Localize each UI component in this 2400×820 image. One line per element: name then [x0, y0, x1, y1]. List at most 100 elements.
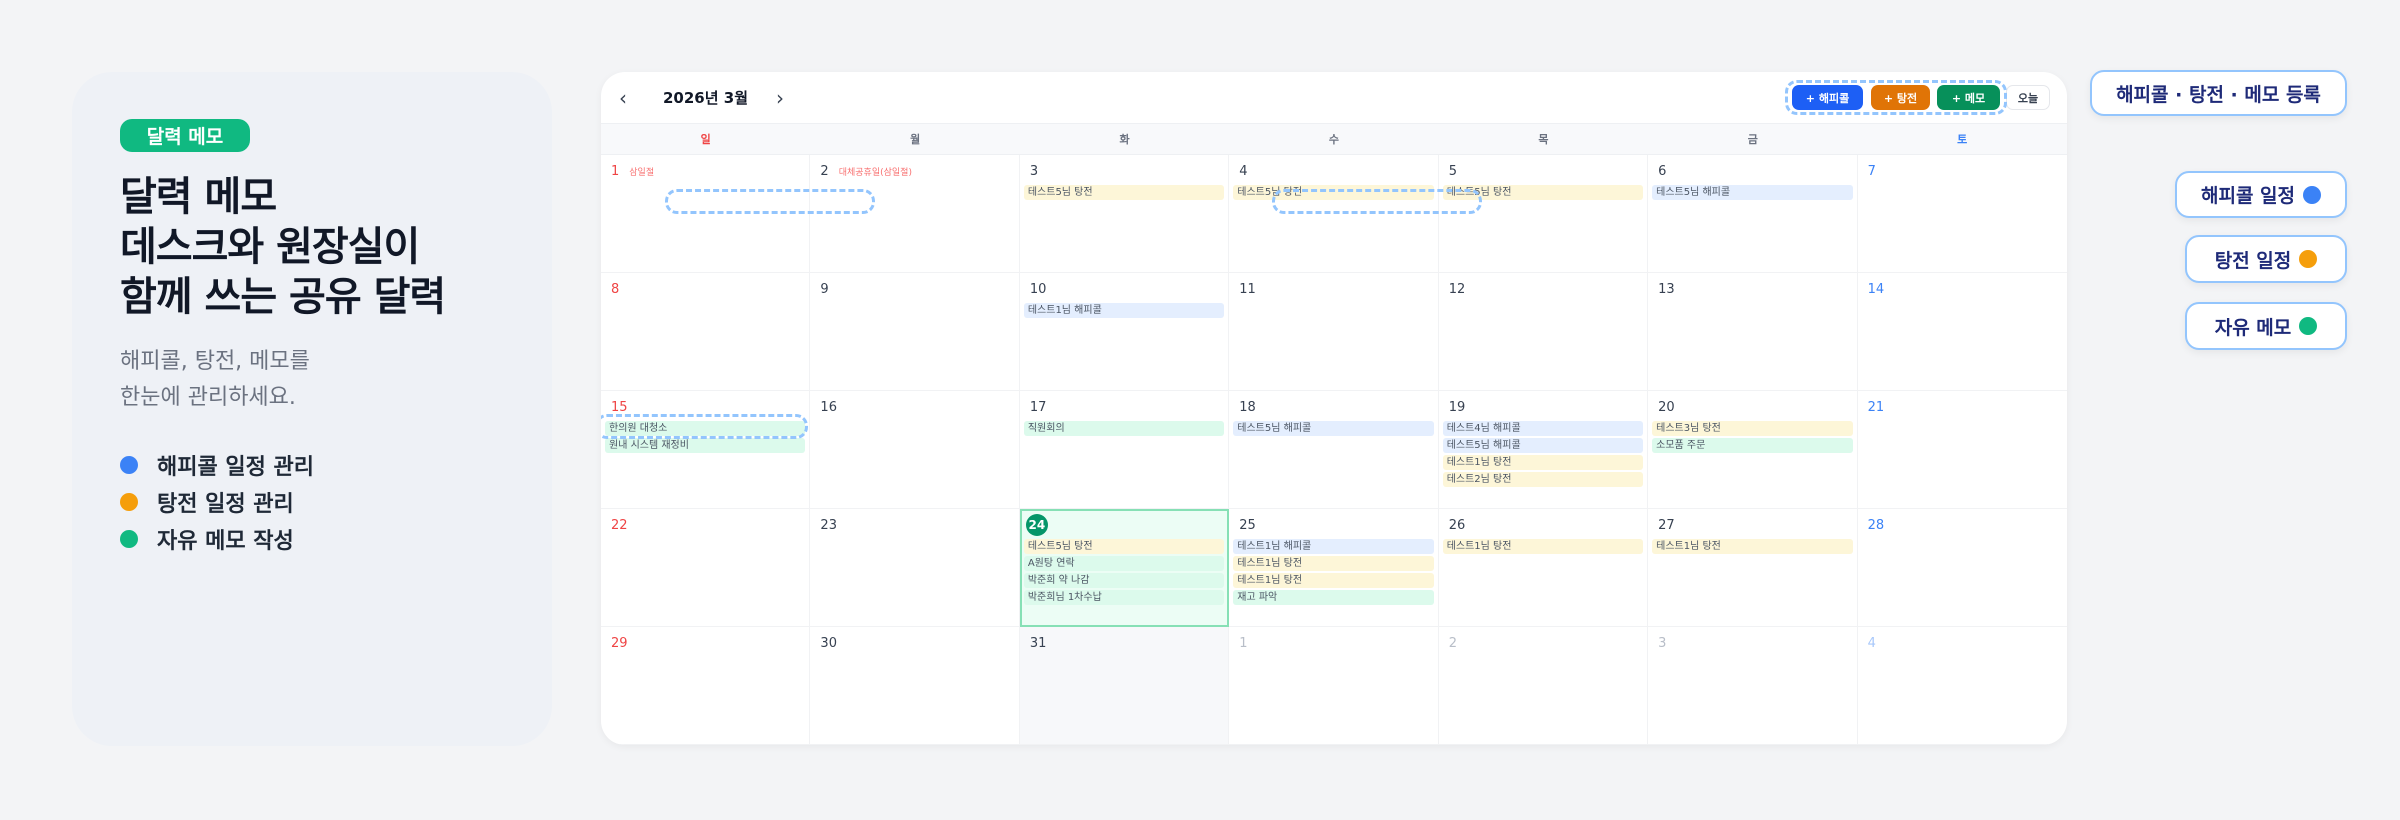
day-number: 23 — [820, 517, 837, 533]
day-cell[interactable]: 8 — [601, 273, 811, 391]
day-number-row: 25 — [1233, 515, 1433, 535]
feature-label: 탕전 일정 관리 — [157, 491, 294, 517]
day-cell[interactable]: 2 — [1438, 627, 1649, 745]
day-cell[interactable]: 1 삼일절 — [601, 155, 811, 273]
day-cell[interactable]: 12 — [1438, 273, 1649, 391]
day-number: 1 — [1239, 635, 1248, 651]
month-grid: 1 삼일절 2 대체공휴일(삼일절) 3 테스트5님 탕전 4 테스트5님 탕전 5 테스트5님 … — [601, 155, 2067, 745]
event-tangjeon[interactable]: 테스트1님 탕전 — [1652, 539, 1853, 554]
event-tangjeon[interactable]: 테스트1님 탕전 — [1442, 455, 1644, 470]
event-happycall[interactable]: 테스트5님 해피콜 — [1652, 185, 1853, 200]
day-number-row: 10 — [1024, 279, 1224, 299]
event-memo[interactable]: 박준희님 1차수납 — [1023, 590, 1225, 605]
day-cell[interactable]: 3 — [1648, 627, 1858, 745]
day-cell[interactable]: 23 — [810, 509, 1020, 627]
day-number: 18 — [1239, 399, 1256, 415]
callout-label: 해피콜 일정 — [2200, 185, 2295, 207]
day-cell[interactable]: 25 테스트1님 해피콜 테스트1님 탕전 테스트1님 탕전 재고 파악 — [1229, 509, 1439, 627]
day-number-row: 16 — [814, 397, 1014, 417]
callout-tangjeon: 탕전 일정 — [2185, 235, 2347, 283]
day-cell[interactable]: 4 테스트5님 탕전 — [1229, 155, 1439, 273]
event-happycall[interactable]: 테스트1님 해피콜 — [1233, 539, 1434, 554]
event-tangjeon[interactable]: 테스트5님 탕전 — [1233, 185, 1434, 200]
day-cell[interactable]: 28 — [1857, 509, 2067, 627]
day-number: 13 — [1658, 281, 1675, 297]
day-cell[interactable]: 31 — [1019, 627, 1230, 745]
day-cell[interactable]: 18 테스트5님 해피콜 — [1229, 391, 1439, 509]
day-number: 6 — [1658, 163, 1667, 179]
event-happycall[interactable]: 테스트5님 해피콜 — [1442, 438, 1644, 453]
event-happycall[interactable]: 테스트4님 해피콜 — [1442, 421, 1644, 436]
day-cell[interactable]: 14 — [1857, 273, 2067, 391]
day-number-row: 7 — [1862, 161, 2063, 181]
day-number-row: 9 — [814, 279, 1014, 299]
day-number: 10 — [1029, 281, 1047, 297]
day-number: 4 — [1239, 163, 1248, 179]
day-cell[interactable]: 15 한의원 대청소 원내 시스템 재정비 — [601, 391, 811, 509]
day-number: 31 — [1029, 635, 1047, 651]
event-tangjeon[interactable]: 테스트2님 탕전 — [1442, 472, 1644, 487]
event-tangjeon[interactable]: 테스트1님 탕전 — [1442, 539, 1644, 554]
event-tangjeon[interactable]: 테스트5님 탕전 — [1023, 185, 1225, 200]
add-memo-button[interactable]: + 메모 — [1937, 85, 2000, 110]
headline-line: 함께 쓰는 공유 달력 — [120, 274, 446, 320]
day-cell[interactable]: 26 테스트1님 탕전 — [1438, 509, 1649, 627]
event-tangjeon[interactable]: 테스트5님 탕전 — [1442, 185, 1644, 200]
day-cell[interactable]: 3 테스트5님 탕전 — [1019, 155, 1230, 273]
event-memo[interactable]: A원탕 연락 — [1023, 556, 1225, 571]
event-memo[interactable]: 박준희 약 나감 — [1023, 573, 1225, 588]
event-happycall[interactable]: 테스트1님 해피콜 — [1023, 303, 1225, 318]
day-cell[interactable]: 4 — [1857, 627, 2067, 745]
event-memo[interactable]: 직원회의 — [1023, 421, 1225, 436]
event-tangjeon[interactable]: 테스트1님 탕전 — [1233, 573, 1434, 588]
day-cell[interactable]: 29 — [601, 627, 811, 745]
blue-dot-icon — [2303, 185, 2321, 204]
day-number: 16 — [820, 399, 837, 415]
add-tangjeon-button[interactable]: + 탕전 — [1871, 85, 1930, 110]
event-tangjeon[interactable]: 테스트1님 탕전 — [1233, 556, 1434, 571]
day-number: 9 — [820, 281, 829, 297]
day-cell[interactable]: 9 — [810, 273, 1020, 391]
event-tangjeon[interactable]: 테스트3님 탕전 — [1652, 421, 1853, 436]
chevron-right-icon[interactable]: › — [776, 86, 784, 110]
holiday-label: 대체공휴일(삼일절) — [838, 167, 912, 178]
day-cell[interactable]: 2 대체공휴일(삼일절) — [810, 155, 1020, 273]
day-number-row: 4 — [1233, 161, 1433, 181]
day-cell[interactable]: 1 — [1229, 627, 1439, 745]
today-button[interactable]: 오늘 — [2006, 85, 2050, 110]
day-number: 2 — [1448, 635, 1457, 651]
day-number-row: 27 — [1652, 515, 1852, 535]
event-memo[interactable]: 재고 파악 — [1233, 590, 1434, 605]
day-cell[interactable]: 10 테스트1님 해피콜 — [1019, 273, 1230, 391]
day-number-row: 19 — [1443, 397, 1643, 417]
day-number-row: 24 — [1024, 514, 1224, 536]
day-cell[interactable]: 20 테스트3님 탕전 소모품 주문 — [1648, 391, 1858, 509]
day-cell[interactable]: 16 — [810, 391, 1020, 509]
day-cell[interactable]: 11 — [1229, 273, 1439, 391]
event-memo[interactable]: 원내 시스템 재정비 — [605, 438, 806, 453]
add-happycall-button[interactable]: + 해피콜 — [1792, 85, 1863, 110]
day-cell[interactable]: 6 테스트5님 해피콜 — [1648, 155, 1858, 273]
day-number-row: 13 — [1652, 279, 1852, 299]
day-cell[interactable]: 17 직원회의 — [1019, 391, 1230, 509]
day-cell[interactable]: 30 — [810, 627, 1020, 745]
day-cell[interactable]: 13 — [1648, 273, 1858, 391]
day-number: 24 — [1025, 514, 1048, 536]
event-memo[interactable]: 한의원 대청소 — [605, 421, 806, 436]
day-cell[interactable]: 22 — [601, 509, 811, 627]
day-cell[interactable]: 7 — [1857, 155, 2067, 273]
event-tangjeon[interactable]: 테스트5님 탕전 — [1023, 539, 1225, 554]
event-happycall[interactable]: 테스트5님 해피콜 — [1233, 421, 1434, 436]
day-number-row: 18 — [1233, 397, 1433, 417]
green-dot-icon — [2299, 317, 2318, 335]
day-cell[interactable]: 21 — [1857, 391, 2067, 509]
day-cell[interactable]: 27 테스트1님 탕전 — [1648, 509, 1858, 627]
event-memo[interactable]: 소모품 주문 — [1652, 438, 1853, 453]
callout-memo: 자유 메모 — [2185, 302, 2347, 350]
chevron-left-icon[interactable]: ‹ — [619, 86, 627, 110]
day-cell[interactable]: 5 테스트5님 탕전 — [1438, 155, 1649, 273]
feature-happycall: 해피콜 일정 관리 — [120, 446, 314, 483]
